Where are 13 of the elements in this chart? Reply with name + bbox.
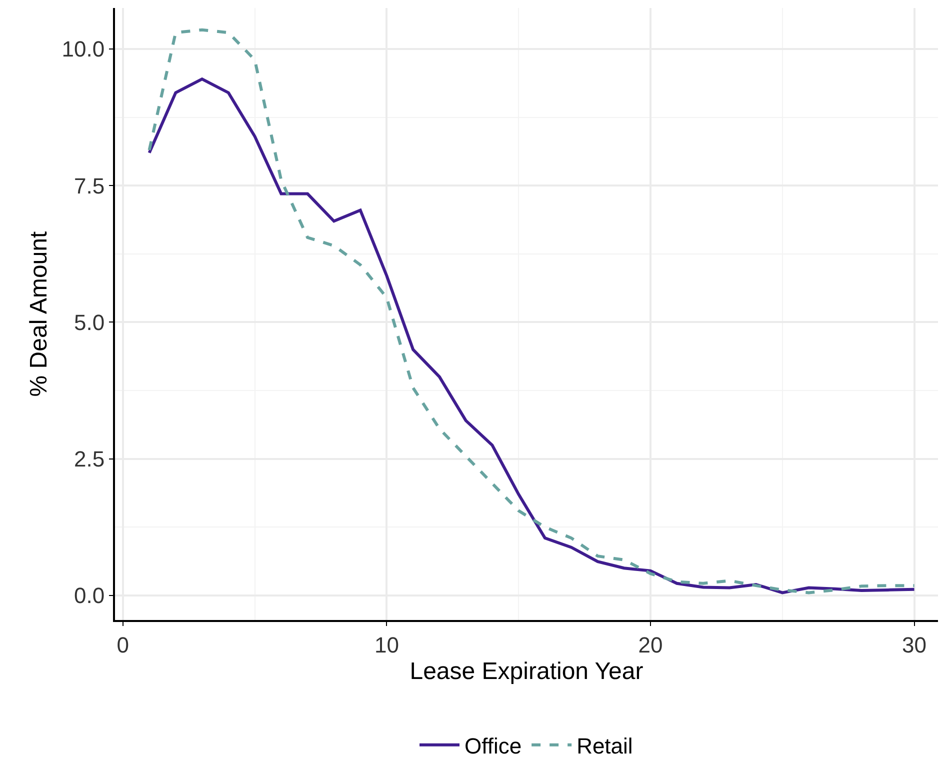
y-tick-label: 2.5 xyxy=(74,446,105,472)
y-tick-label: 10.0 xyxy=(62,36,105,62)
x-tick-label: 30 xyxy=(902,632,926,658)
y-axis-title: % Deal Amount xyxy=(25,230,52,397)
y-tick-label: 7.5 xyxy=(74,173,105,198)
x-axis-title: Lease Expiration Year xyxy=(410,658,644,686)
legend-label: Office xyxy=(464,733,522,758)
y-tick-label: 5.0 xyxy=(74,310,105,335)
x-tick-label: 0 xyxy=(116,632,130,658)
x-tick-label: 10 xyxy=(374,632,399,658)
x-tick-label: 20 xyxy=(638,632,663,658)
legend-label: Retail xyxy=(576,733,633,758)
y-tick-label: 0.0 xyxy=(74,583,105,608)
